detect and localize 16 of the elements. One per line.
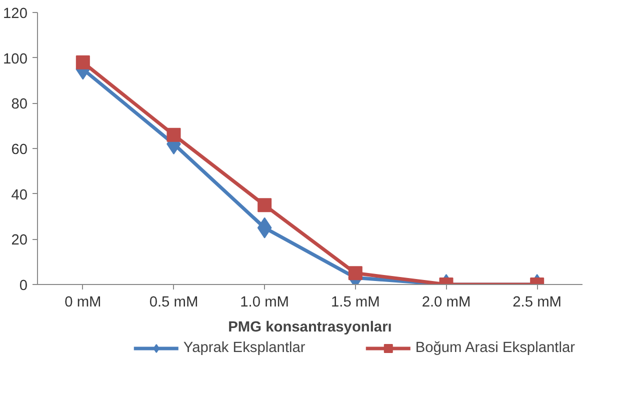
y-tick-label: 40 — [11, 187, 28, 204]
x-axis-title: PMG konsantrasyonları — [228, 320, 392, 336]
x-tick-label: 0.5 mM — [149, 294, 198, 310]
x-tick-label: 1.0 mM — [240, 294, 290, 310]
y-tick-label: 0 — [19, 278, 28, 294]
legend-label: Yaprak Eksplantlar — [183, 340, 306, 356]
y-tick-label: 80 — [11, 96, 28, 113]
y-tick-label: 120 — [3, 6, 28, 22]
y-tick-label: 60 — [11, 142, 28, 158]
x-tick-label: 1.5 mM — [330, 294, 380, 310]
x-tick-label: 0 mM — [64, 294, 102, 310]
x-tick-label: 2.5 mM — [512, 294, 562, 310]
x-tick-label: 2.0 mM — [422, 294, 471, 310]
y-tick-label: 20 — [11, 232, 28, 249]
legend-label: Boğum Arasi Eksplantlar — [415, 340, 575, 356]
y-tick-label: 100 — [3, 51, 28, 68]
